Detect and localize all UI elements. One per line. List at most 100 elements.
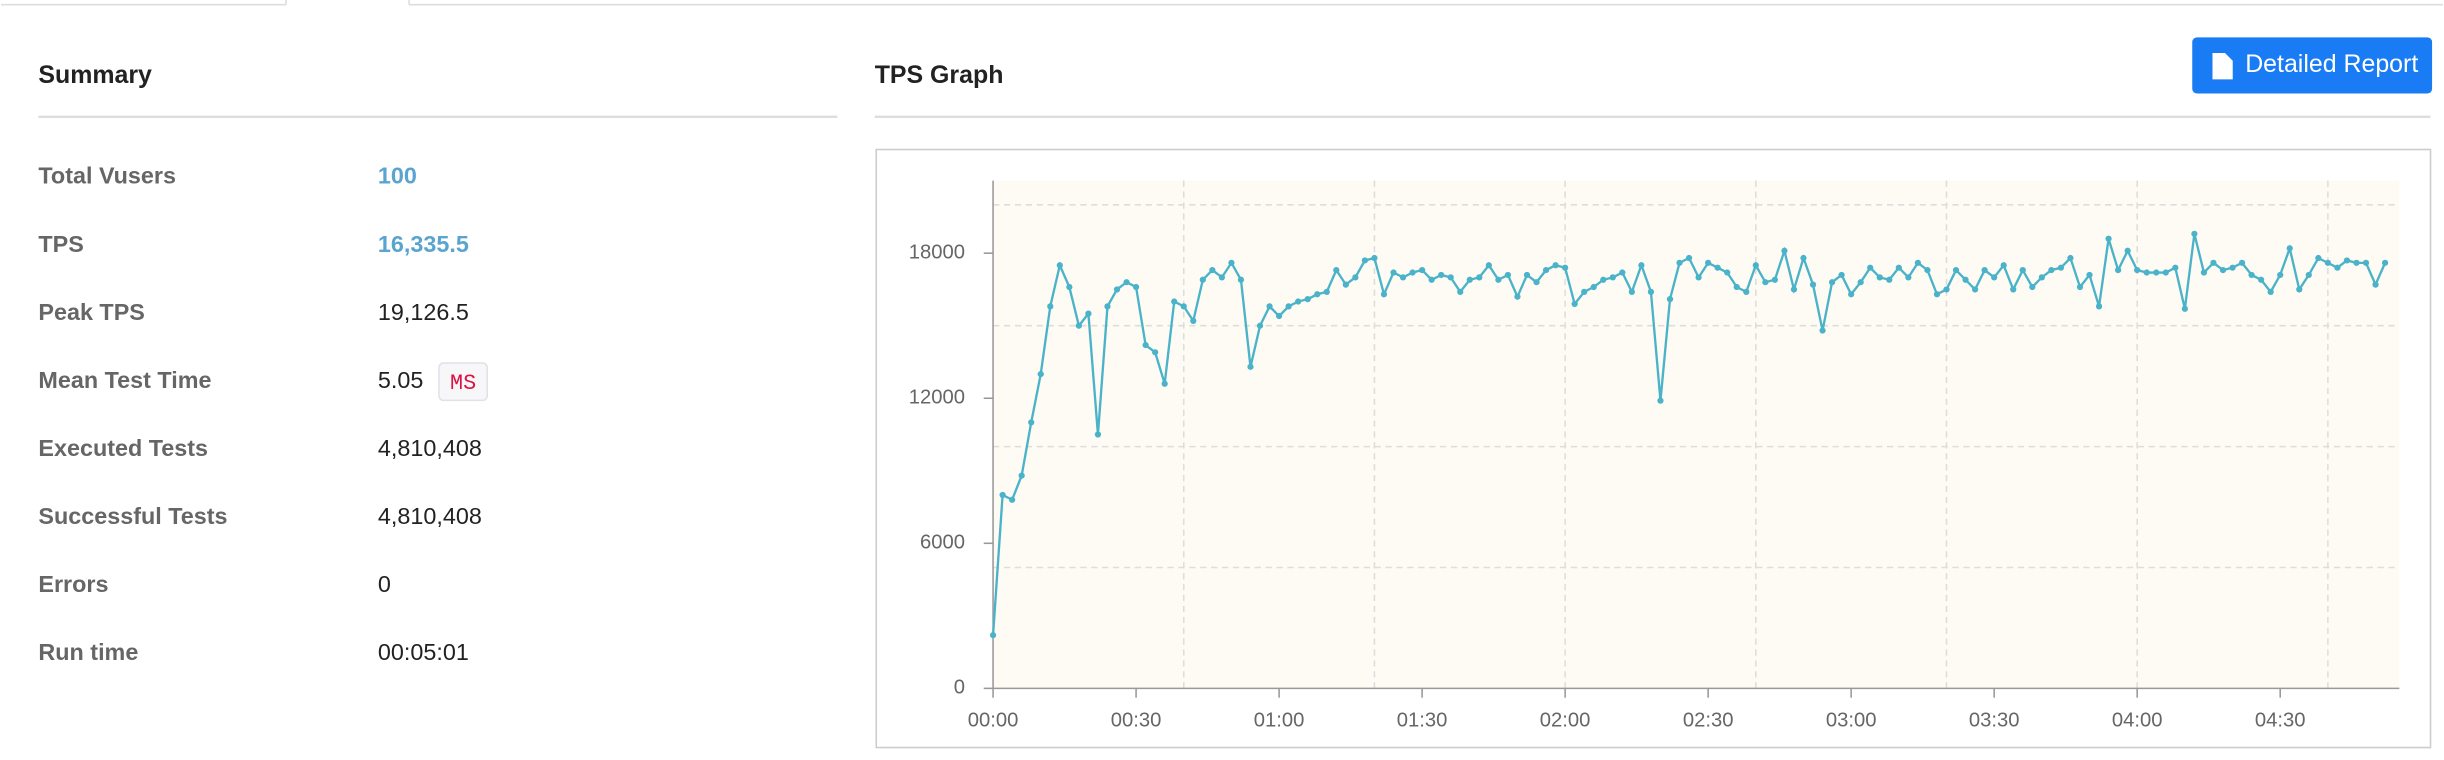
tps-point — [2238, 259, 2246, 266]
tps-point — [1266, 303, 1273, 310]
tps-point — [2258, 276, 2265, 283]
tps-point — [2067, 254, 2074, 262]
button-label[interactable]: Detailed Report — [2245, 50, 2418, 78]
tps-point — [1857, 279, 1864, 286]
x-tick-label: 04:30 — [2255, 709, 2306, 731]
tps-point — [1628, 288, 1635, 295]
tps-point — [1752, 262, 1759, 269]
tps-point — [1171, 298, 1178, 305]
tps-point — [2372, 281, 2379, 288]
tps-point — [1390, 269, 1397, 276]
tps-point — [1495, 276, 1502, 283]
tps-point — [1676, 259, 1683, 266]
tps-point — [1971, 286, 1979, 293]
detailed-report-button[interactable]: Detailed Report — [2192, 37, 2433, 94]
row-label: Peak TPS — [38, 299, 144, 325]
tps-point — [2191, 230, 2198, 237]
tps-point — [2086, 271, 2093, 279]
tps-point — [1438, 271, 1445, 279]
tps-point — [2305, 271, 2312, 279]
tps-point — [1886, 276, 1893, 283]
tps-point — [1009, 496, 1016, 503]
row-value: 5.05 — [378, 367, 423, 393]
tps-point — [1533, 279, 1540, 286]
tps-point — [1199, 276, 1206, 283]
tps-point — [1028, 419, 1035, 426]
tps-point — [1619, 269, 1626, 276]
tps-point — [2124, 247, 2131, 254]
tps-point — [1304, 296, 1311, 303]
tps-point — [2210, 259, 2217, 266]
tps-point — [1209, 266, 1216, 274]
tps-point — [1724, 269, 1731, 276]
tps-point — [1342, 281, 1349, 288]
tps-point — [1514, 293, 1521, 300]
tps-point — [2362, 259, 2370, 266]
tps-point — [2029, 283, 2036, 291]
tps-point — [1295, 298, 1302, 305]
tps-point — [1981, 266, 1988, 274]
tps-point — [2324, 259, 2331, 266]
tps-point — [1600, 276, 1607, 283]
tps-point — [1161, 380, 1168, 387]
tps-point — [1895, 264, 1902, 271]
tps-point — [1218, 274, 1226, 281]
row-value: 0 — [378, 571, 391, 597]
tps-point — [2315, 254, 2322, 262]
tps-point — [1733, 283, 1740, 291]
tps-point — [989, 632, 997, 639]
row-label: Mean Test Time — [38, 367, 211, 393]
row-label: Errors — [38, 571, 108, 597]
tps-point — [1562, 264, 1569, 271]
tps-point — [1132, 283, 1140, 291]
tps-point — [1695, 274, 1702, 281]
tps-point — [1552, 262, 1559, 269]
unit-label: MS — [450, 371, 476, 396]
tps-point — [1924, 266, 1931, 274]
tps-point — [1180, 303, 1187, 310]
tps-point — [1914, 259, 1922, 266]
tps-point — [1123, 279, 1130, 286]
unit-badge — [438, 362, 489, 402]
tps-point — [1380, 291, 1388, 298]
tps-point — [2200, 269, 2208, 276]
tps-point — [1933, 291, 1941, 298]
tps-point — [1142, 341, 1149, 349]
row-value: 4,810,408 — [378, 435, 482, 461]
tps-point — [1428, 276, 1435, 283]
tps-point — [1352, 274, 1359, 281]
tps-point — [2267, 288, 2274, 295]
tps-point — [1037, 370, 1044, 378]
row-label: Successful Tests — [38, 503, 227, 529]
tps-point — [1867, 264, 1874, 271]
row-value: 19,126.5 — [378, 299, 469, 325]
x-tick-label: 03:30 — [1969, 709, 2020, 731]
x-tick-label: 00:00 — [968, 709, 1019, 731]
tps-point — [1638, 262, 1645, 269]
x-tick-label: 01:30 — [1397, 709, 1448, 731]
tps-point — [2181, 305, 2188, 312]
summary-table: Total Vusers 100 TPS 16,335.5 Peak TPS 19,126… — [38, 163, 489, 665]
tps-point — [2048, 266, 2055, 274]
tps-point — [2296, 286, 2303, 293]
tps-point — [2038, 274, 2045, 281]
tps-point — [1647, 288, 1655, 295]
button-bg[interactable] — [2192, 37, 2433, 94]
tps-point — [1333, 266, 1340, 274]
tps-point — [1447, 274, 1454, 281]
tps-point — [1952, 266, 1960, 274]
tps-point — [1247, 363, 1254, 370]
x-tick-label: 01:00 — [1254, 709, 1305, 731]
tps-point — [2019, 266, 2026, 274]
tps-point — [1762, 279, 1769, 286]
tps-point — [2105, 235, 2112, 242]
tps-point — [2115, 266, 2122, 274]
tps-point — [1771, 276, 1778, 283]
tps-point — [2162, 269, 2169, 276]
tps-point — [1466, 276, 1473, 283]
tps-point — [2353, 259, 2360, 266]
tps-point — [2076, 283, 2084, 291]
tps-point — [1094, 431, 1102, 438]
tps-point — [1876, 274, 1883, 281]
